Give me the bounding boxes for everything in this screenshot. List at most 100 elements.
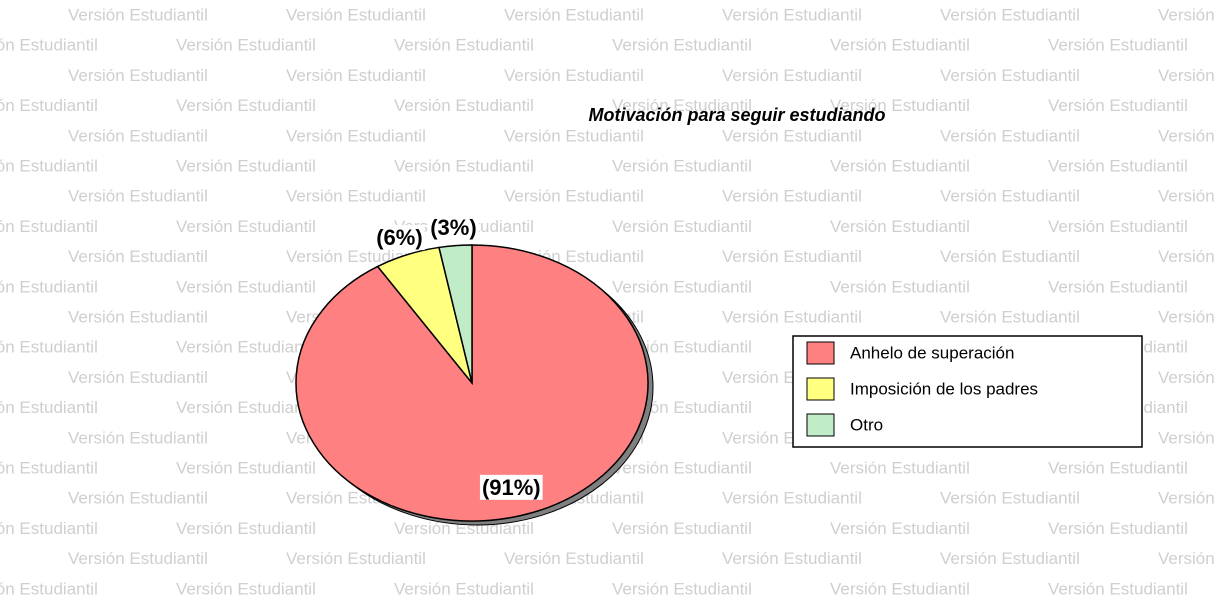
legend-swatch [806, 341, 835, 365]
watermark-text: Versión Estudiantil [286, 549, 426, 568]
watermark-text: Versión Estudiantil [940, 5, 1080, 24]
watermark-text: Versión Estudiantil [0, 338, 98, 357]
watermark-text: Versión Estudiantil [394, 36, 534, 55]
watermark-text: Versión Estudiantil [1158, 66, 1220, 85]
legend-box [792, 335, 1143, 448]
pie-slice [295, 244, 649, 522]
watermark-text: Versión Estudiantil [830, 458, 970, 477]
watermark-text: Versión Estudiantil [176, 36, 316, 55]
watermark-text: Versión Estudiantil [940, 247, 1080, 266]
watermark-text: Versión Estudiantil [394, 156, 534, 175]
watermark-text: Versión Estudiantil [176, 519, 316, 538]
watermark-text: Versión Estudiantil [1158, 428, 1220, 447]
data-label: (6%) [376, 225, 422, 250]
watermark-text: Versión Estudiantil [68, 489, 208, 508]
watermark-text: Versión Estudiantil [68, 307, 208, 326]
watermark-text: Versión Estudiantil [1158, 609, 1220, 611]
watermark-text: Versión Estudiantil [1048, 277, 1188, 296]
watermark-text: Versión Estudiantil [830, 277, 970, 296]
legend-label: Otro [850, 415, 883, 434]
watermark-text: Versión Estudiantil [612, 217, 752, 236]
legend-label: Anhelo de superación [850, 343, 1014, 362]
watermark-text: Versión Estudiantil [940, 489, 1080, 508]
watermark-text: Versión Estudiantil [722, 126, 862, 145]
data-label-bg [479, 474, 543, 500]
watermark-text: Versión Estudiantil [722, 489, 862, 508]
watermark-text: Versión Estudiantil [286, 126, 426, 145]
watermark-text: Versión Estudiantil [504, 187, 644, 206]
legend-swatch [806, 413, 835, 437]
watermark-text: Versión Estudiantil [286, 66, 426, 85]
watermark-text: Versión Estudiantil [68, 368, 208, 387]
watermark-text: Versión Estudiantil [1158, 126, 1220, 145]
watermark-text: Versión Estudiantil [394, 96, 534, 115]
watermark-text: Versión Estudiantil [68, 247, 208, 266]
watermark-text: Versión Estudiantil [68, 5, 208, 24]
watermark-text: Versión Estudiantil [1158, 187, 1220, 206]
watermark-text: Versión Estudiantil [176, 217, 316, 236]
watermark-text: Versión Estudiantil [1158, 307, 1220, 326]
watermark-text: Versión Estudiantil [722, 247, 862, 266]
watermark-text: Versión Estudiantil [0, 217, 98, 236]
watermark-text: Versión Estudiantil [612, 519, 752, 538]
watermark-text: Versión Estudiantil [940, 307, 1080, 326]
legend-label: Imposición de los padres [850, 379, 1038, 398]
watermark-text: Versión Estudiantil [1158, 5, 1220, 24]
watermark-text: Versión Estudiantil [286, 5, 426, 24]
data-label-bg [374, 225, 425, 251]
watermark-text: Versión Estudiantil [1158, 368, 1220, 387]
watermark-text: Versión Estudiantil [612, 156, 752, 175]
watermark-text: Versión Estudiantil [0, 579, 98, 598]
watermark-text: Versión Estudiantil [1048, 579, 1188, 598]
watermark-text: Versión Estudiantil [1048, 519, 1188, 538]
watermark-text: Versión Estudiantil [0, 156, 98, 175]
watermark-text: Versión Estudiantil [722, 307, 862, 326]
watermark-text: Versión Estudiantil [176, 338, 316, 357]
data-label: (91%) [482, 475, 541, 500]
watermark-text: Versión Estudiantil [1158, 489, 1220, 508]
watermark-text: Versión Estudiantil [68, 187, 208, 206]
watermark-text: Versión Estudiantil [504, 126, 644, 145]
watermark-text: Versión Estudiantil [722, 187, 862, 206]
pie-slice [438, 244, 473, 384]
watermark-text: Versión Estudiantil [612, 36, 752, 55]
watermark-text: Versión Estudiantil [68, 126, 208, 145]
watermark-text: Versión Estudiantil [394, 579, 534, 598]
watermark-text: Versión Estudiantil [830, 36, 970, 55]
data-label: (3%) [430, 215, 476, 240]
watermark-text: Versión Estudiantil [722, 549, 862, 568]
watermark-text: Versión Estudiantil [0, 277, 98, 296]
watermark-text: Versión Estudiantil [176, 156, 316, 175]
watermark-text: Versión Estudiantil [1048, 96, 1188, 115]
watermark-text: Versión Estudiantil [830, 579, 970, 598]
watermark-text: Versión Estudiantil [1048, 156, 1188, 175]
watermark-text: Versión Estudiantil [940, 66, 1080, 85]
watermark-text: Versión Estudiantil [940, 187, 1080, 206]
watermark-text: Versión Estudiantil [830, 217, 970, 236]
watermark-text: Versión Estudiantil [612, 458, 752, 477]
watermark-text: Versión Estudiantil [176, 579, 316, 598]
watermark-text: Versión Estudiantil [0, 398, 98, 417]
watermark-text: Versión Estudiantil [830, 519, 970, 538]
data-label-bg [428, 214, 479, 240]
watermark-text: Versión Estudiantil [0, 458, 98, 477]
watermark-text: Versión Estudiantil [286, 187, 426, 206]
watermark-text: Versión Estudiantil [722, 5, 862, 24]
watermark-text: Versión Estudiantil [940, 126, 1080, 145]
watermark-text: Versión Estudiantil [0, 36, 98, 55]
watermark-text: Versión Estudiantil [1158, 247, 1220, 266]
watermark-text: Versión Estudiantil [176, 96, 316, 115]
watermark-text: Versión Estudiantil [176, 277, 316, 296]
watermark-text: Versión Estudiantil [504, 5, 644, 24]
chart-title: Motivación para seguir estudiando [588, 105, 885, 125]
watermark-text: Versión Estudiantil [176, 458, 316, 477]
watermark-text: Versión Estudiantil [504, 609, 644, 611]
watermark-text: Versión Estudiantil [830, 96, 970, 115]
watermark-text: Versión Estudiantil [504, 66, 644, 85]
watermark-text: Versión Estudiantil [504, 549, 644, 568]
watermark-text: Versión Estudiantil [286, 609, 426, 611]
watermark-text: Versión Estudiantil [176, 398, 316, 417]
watermark-text: Versión Estudiantil [830, 156, 970, 175]
watermark-text: Versión Estudiantil [68, 609, 208, 611]
